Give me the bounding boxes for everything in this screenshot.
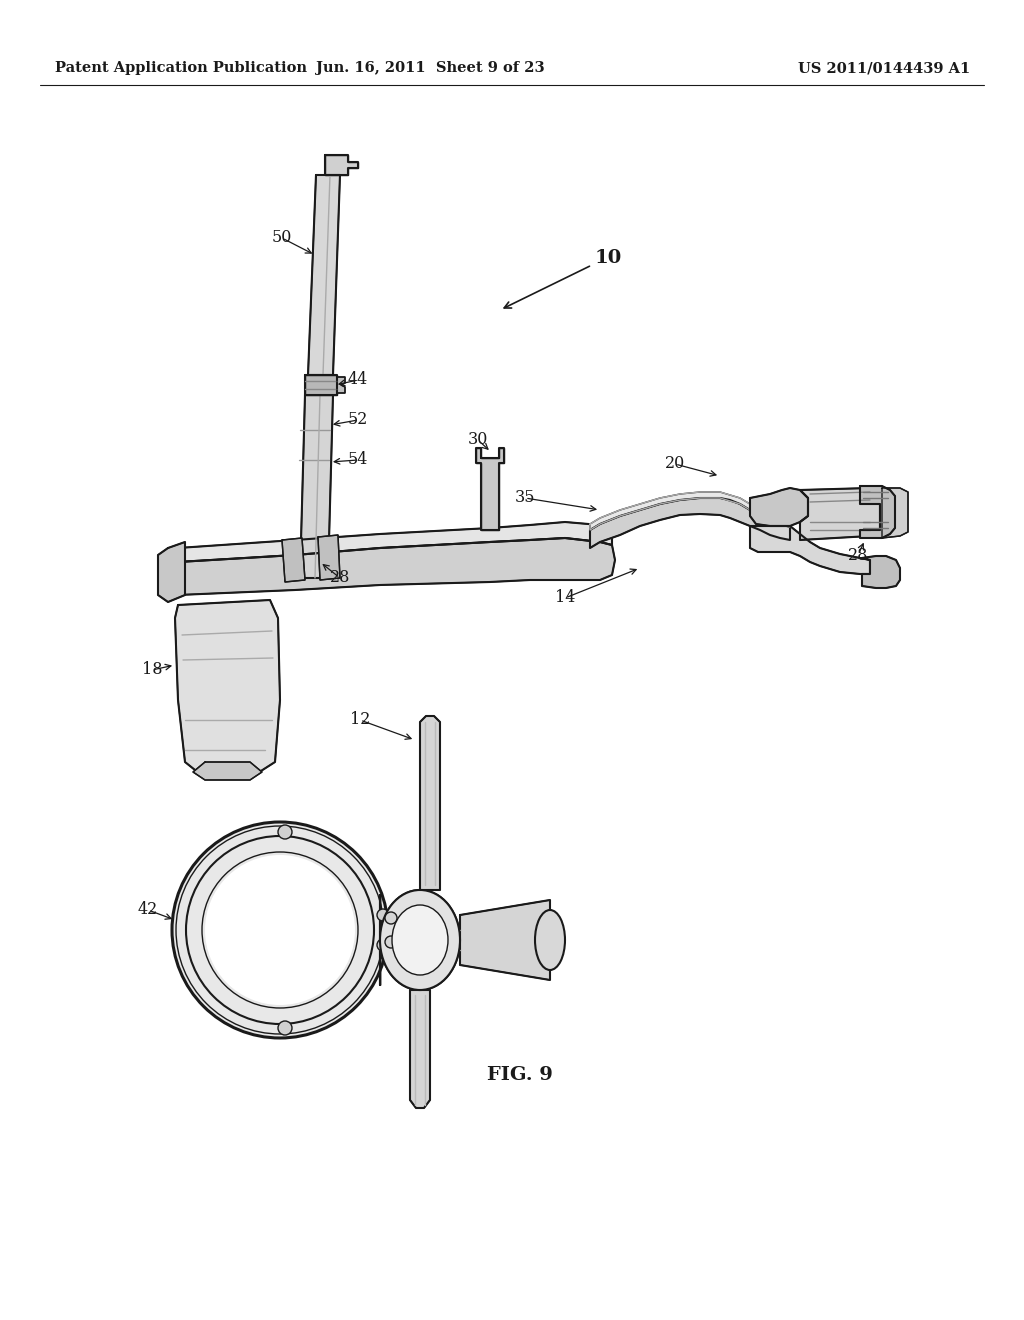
Polygon shape: [860, 486, 895, 539]
Text: US 2011/0144439 A1: US 2011/0144439 A1: [798, 61, 970, 75]
Text: 50: 50: [271, 230, 292, 247]
Polygon shape: [410, 990, 430, 1107]
Text: 20: 20: [665, 455, 685, 473]
Polygon shape: [476, 447, 504, 531]
Text: 10: 10: [595, 249, 623, 267]
Polygon shape: [420, 715, 440, 890]
Polygon shape: [337, 378, 345, 393]
Text: 42: 42: [138, 902, 158, 919]
Text: 54: 54: [348, 451, 369, 469]
Polygon shape: [300, 395, 333, 578]
Text: 52: 52: [348, 412, 369, 429]
Polygon shape: [282, 539, 305, 582]
Polygon shape: [460, 900, 550, 979]
Polygon shape: [175, 601, 280, 777]
Polygon shape: [178, 539, 615, 595]
Circle shape: [278, 1020, 292, 1035]
Text: Patent Application Publication: Patent Application Publication: [55, 61, 307, 75]
Polygon shape: [590, 498, 790, 548]
Polygon shape: [590, 492, 790, 531]
Polygon shape: [882, 488, 908, 539]
Polygon shape: [178, 521, 612, 562]
Text: 30: 30: [468, 432, 488, 449]
Polygon shape: [380, 920, 383, 960]
Text: 12: 12: [350, 711, 371, 729]
Circle shape: [385, 912, 397, 924]
Text: FIG. 9: FIG. 9: [487, 1067, 553, 1084]
Text: 18: 18: [141, 661, 162, 678]
Ellipse shape: [392, 906, 449, 975]
Polygon shape: [318, 535, 340, 579]
Text: 28: 28: [848, 546, 868, 564]
Polygon shape: [325, 154, 358, 176]
Polygon shape: [193, 762, 262, 780]
Polygon shape: [750, 488, 808, 525]
Text: 44: 44: [348, 371, 368, 388]
Polygon shape: [862, 556, 900, 587]
Circle shape: [385, 936, 397, 948]
Circle shape: [278, 825, 292, 840]
Polygon shape: [800, 488, 880, 540]
Polygon shape: [750, 525, 870, 574]
Polygon shape: [158, 543, 185, 602]
Ellipse shape: [535, 909, 565, 970]
Polygon shape: [308, 176, 340, 375]
Text: 35: 35: [515, 490, 536, 507]
Circle shape: [377, 939, 389, 950]
Ellipse shape: [392, 906, 449, 975]
Text: 14: 14: [555, 590, 575, 606]
Ellipse shape: [205, 855, 355, 1005]
Ellipse shape: [380, 890, 460, 990]
Circle shape: [377, 909, 389, 921]
Polygon shape: [305, 375, 337, 395]
Ellipse shape: [380, 890, 460, 990]
Text: 28: 28: [330, 569, 350, 586]
Ellipse shape: [172, 822, 388, 1038]
Text: Jun. 16, 2011  Sheet 9 of 23: Jun. 16, 2011 Sheet 9 of 23: [315, 61, 545, 75]
